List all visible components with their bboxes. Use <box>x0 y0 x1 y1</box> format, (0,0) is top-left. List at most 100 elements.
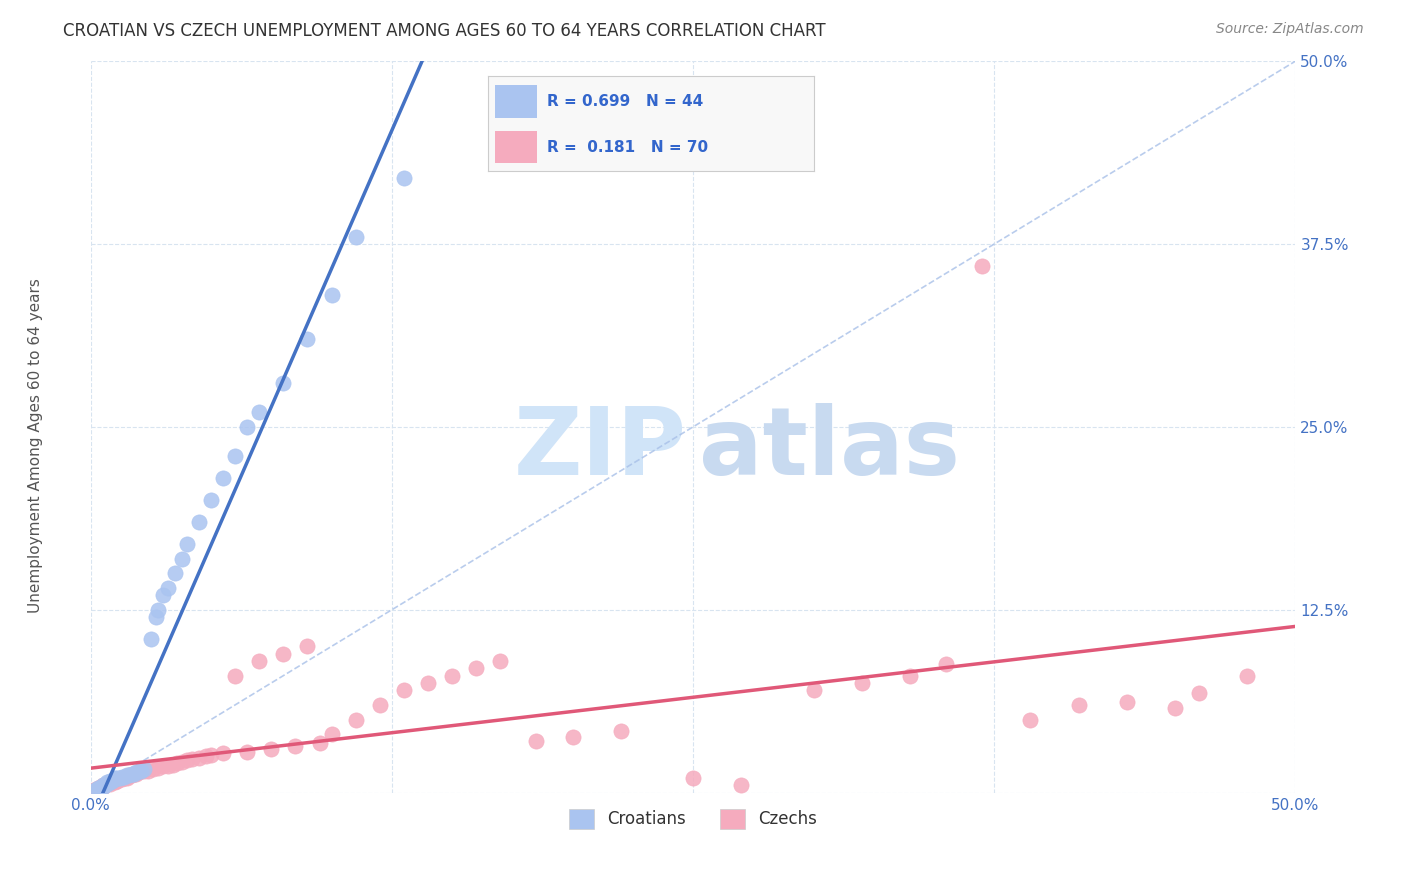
Point <box>104 771 127 785</box>
Point <box>104 774 127 789</box>
Point <box>247 654 270 668</box>
Point <box>98 774 121 789</box>
Point <box>236 745 259 759</box>
Point <box>112 770 135 784</box>
Point <box>96 775 118 789</box>
Point <box>152 588 174 602</box>
Point <box>111 770 134 784</box>
Point <box>112 771 135 785</box>
Point <box>105 771 128 785</box>
Text: Unemployment Among Ages 60 to 64 years: Unemployment Among Ages 60 to 64 years <box>28 278 42 614</box>
Point <box>156 581 179 595</box>
Point <box>139 632 162 646</box>
Point <box>91 780 114 794</box>
Point <box>89 781 111 796</box>
Point <box>730 778 752 792</box>
Point <box>91 778 114 792</box>
Point <box>115 768 138 782</box>
Point <box>146 603 169 617</box>
Point <box>172 551 194 566</box>
Point <box>273 376 295 390</box>
Point <box>224 668 246 682</box>
Point <box>129 764 152 778</box>
Point <box>321 727 343 741</box>
Point <box>101 774 124 789</box>
Point <box>1164 700 1187 714</box>
Point <box>188 515 211 529</box>
Point <box>105 774 128 789</box>
Point <box>94 778 117 792</box>
Point <box>273 647 295 661</box>
Point <box>1236 668 1258 682</box>
Point <box>152 759 174 773</box>
Point <box>128 764 150 778</box>
Point <box>526 734 548 748</box>
Point <box>1115 695 1137 709</box>
Point <box>195 749 218 764</box>
Point <box>96 777 118 791</box>
Point <box>1067 698 1090 712</box>
Point <box>803 683 825 698</box>
Point <box>121 768 143 782</box>
Point <box>121 766 143 780</box>
Point <box>935 657 957 671</box>
Point <box>132 764 155 778</box>
Point <box>166 756 188 771</box>
Point <box>972 259 994 273</box>
Point <box>609 724 631 739</box>
Point <box>392 683 415 698</box>
Point <box>162 757 184 772</box>
Point <box>224 449 246 463</box>
Point <box>122 766 145 780</box>
Point <box>138 764 160 778</box>
Point <box>465 661 488 675</box>
Legend: Croatians, Czechs: Croatians, Czechs <box>562 802 824 836</box>
Point <box>561 730 583 744</box>
Point <box>94 778 117 792</box>
Point <box>101 775 124 789</box>
Point <box>108 772 131 787</box>
Point <box>163 566 186 581</box>
Point <box>89 780 111 794</box>
Point <box>297 640 319 654</box>
Text: ZIP: ZIP <box>515 403 688 495</box>
Point <box>236 420 259 434</box>
Point <box>82 782 104 797</box>
Point <box>146 761 169 775</box>
Point <box>368 698 391 712</box>
Point <box>416 676 439 690</box>
Point <box>297 332 319 346</box>
Point <box>489 654 512 668</box>
Point <box>125 765 148 780</box>
Point <box>344 229 367 244</box>
Point <box>682 771 704 785</box>
Point <box>156 759 179 773</box>
Point <box>176 754 198 768</box>
Point <box>180 752 202 766</box>
Text: CROATIAN VS CZECH UNEMPLOYMENT AMONG AGES 60 TO 64 YEARS CORRELATION CHART: CROATIAN VS CZECH UNEMPLOYMENT AMONG AGE… <box>63 22 825 40</box>
Point <box>1188 686 1211 700</box>
Point <box>392 171 415 186</box>
Point <box>87 781 110 796</box>
Point <box>111 772 134 787</box>
Point <box>172 755 194 769</box>
Point <box>84 782 107 797</box>
Point <box>308 736 330 750</box>
Point <box>1019 713 1042 727</box>
Point <box>200 493 222 508</box>
Point <box>128 765 150 780</box>
Point <box>142 762 165 776</box>
Point <box>122 766 145 780</box>
Point <box>91 778 114 792</box>
Text: atlas: atlas <box>699 403 960 495</box>
Point <box>260 741 283 756</box>
Point <box>108 771 131 785</box>
Point <box>145 610 167 624</box>
Point <box>188 750 211 764</box>
Point <box>84 782 107 797</box>
Text: Source: ZipAtlas.com: Source: ZipAtlas.com <box>1216 22 1364 37</box>
Point <box>104 772 127 787</box>
Point <box>98 775 121 789</box>
Point <box>115 770 138 784</box>
Point <box>115 771 138 785</box>
